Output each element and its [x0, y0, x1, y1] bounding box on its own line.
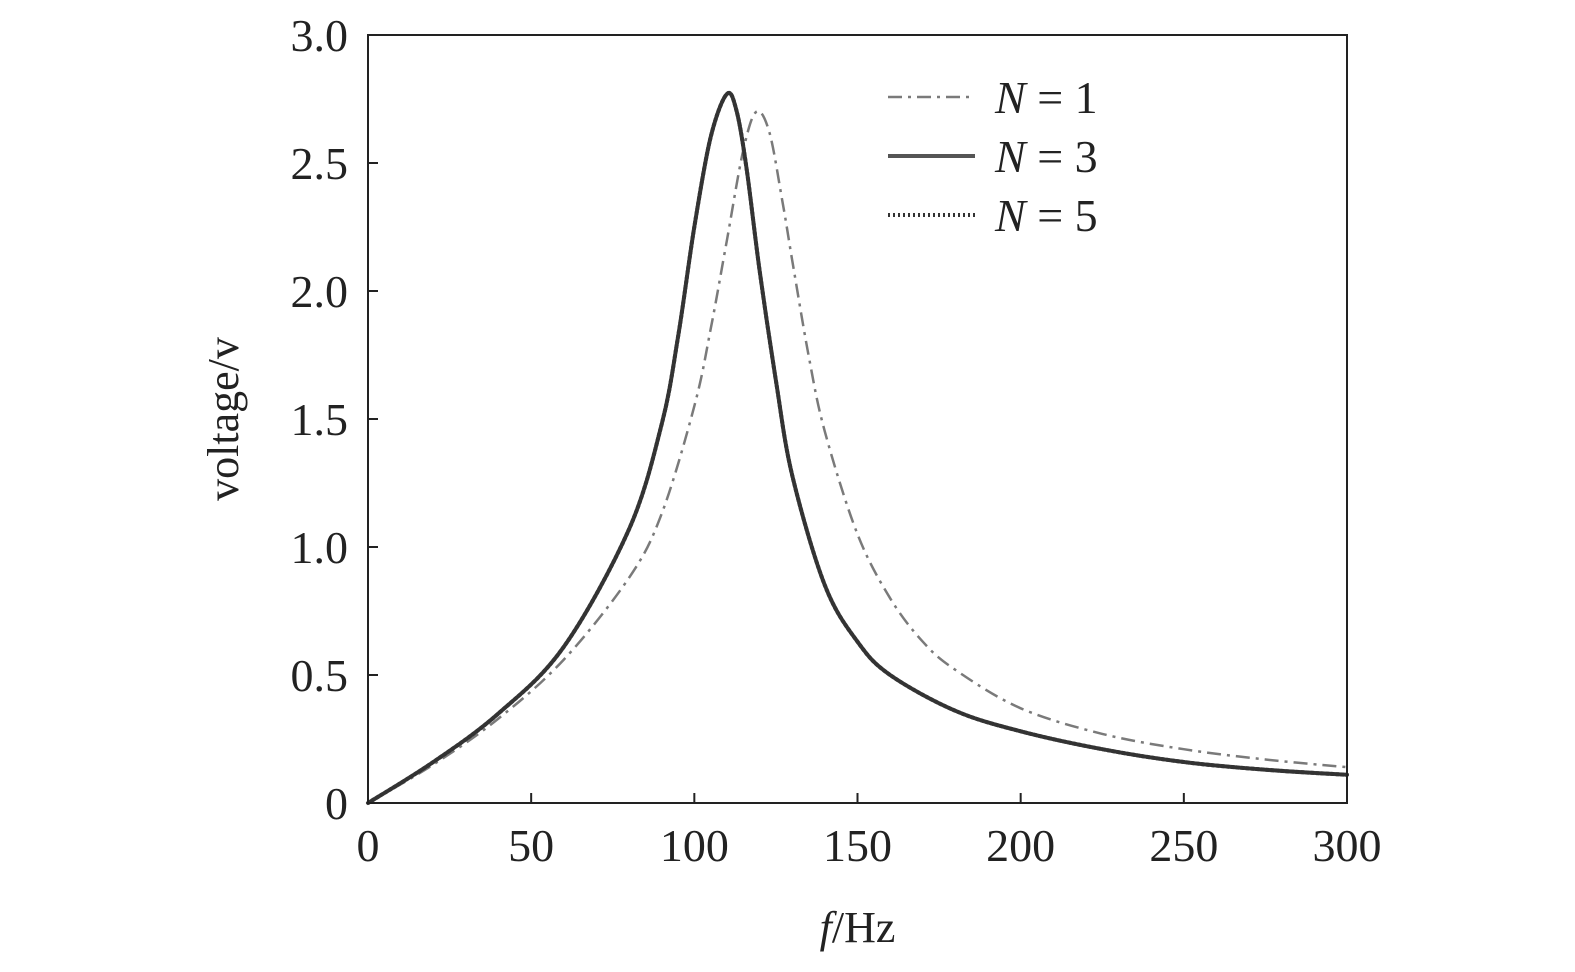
legend-label-n3-var: N: [994, 131, 1028, 182]
y-tick-label: 0: [325, 778, 348, 829]
series-line-n5: [366, 90, 1349, 805]
legend-label-n1-var: N: [994, 72, 1028, 123]
y-tick-label: 2.0: [291, 266, 349, 317]
legend: N = 1 N = 3 N = 5: [888, 72, 1098, 241]
series-line-n1: [367, 109, 1348, 805]
legend-label-n1: N = 1: [994, 72, 1098, 123]
x-tick-label: 100: [660, 820, 729, 871]
legend-label-n5: N = 5: [994, 190, 1098, 241]
legend-label-n5-rest: = 5: [1026, 190, 1098, 241]
y-tick-label: 0.5: [291, 650, 349, 701]
legend-label-n5-var: N: [994, 190, 1028, 241]
x-axis-title-unit: /Hz: [832, 903, 896, 952]
plot-frame: [367, 34, 1348, 804]
y-tick-label: 3.0: [291, 10, 349, 61]
y-axis-title: voltage/v: [199, 337, 248, 501]
legend-label-n3-rest: = 3: [1026, 131, 1098, 182]
legend-label-n3: N = 3: [994, 131, 1098, 182]
y-tick-label: 1.5: [291, 394, 349, 445]
x-tick-label: 0: [357, 820, 380, 871]
legend-label-n1-rest: = 1: [1026, 72, 1098, 123]
y-tick-label: 1.0: [291, 522, 349, 573]
x-tick-label: 150: [823, 820, 892, 871]
y-tick-label: 2.5: [291, 138, 349, 189]
x-tick-label: 300: [1313, 820, 1382, 871]
tick-layer: 0 50 100 150 200 250 300 0 0.5 1.0 1.5 2.0 2.5 3.0: [291, 10, 1382, 871]
x-tick-label: 250: [1149, 820, 1218, 871]
x-axis-title: f/Hz: [820, 903, 896, 952]
series-layer: [366, 90, 1349, 805]
x-tick-label: 200: [986, 820, 1055, 871]
series-line-n3: [366, 90, 1348, 805]
x-tick-label: 50: [508, 820, 554, 871]
